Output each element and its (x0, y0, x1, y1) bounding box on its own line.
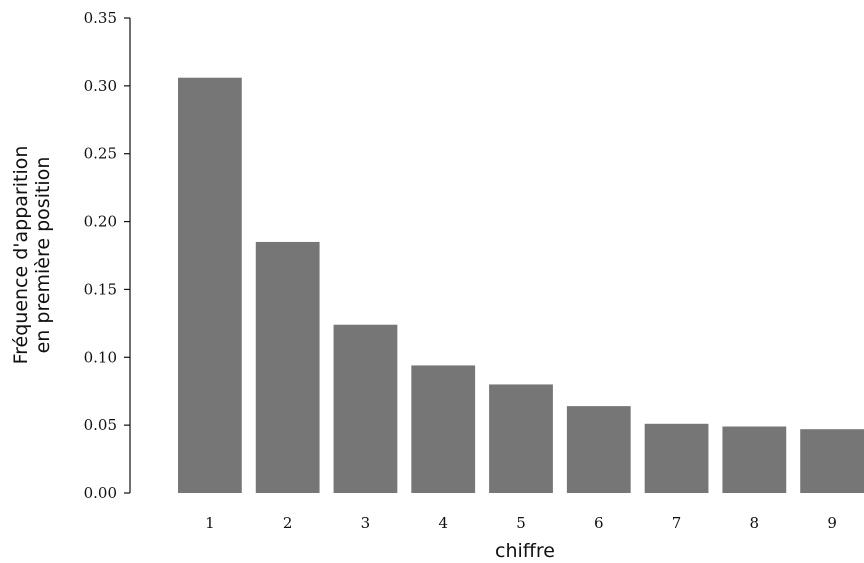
x-axis-title: chiffre (495, 540, 555, 562)
y-tick-label: 0.05 (84, 416, 117, 434)
y-tick-label: 0.25 (84, 145, 117, 163)
y-tick-label: 0.15 (84, 280, 117, 298)
y-tick-label: 0.10 (84, 348, 117, 366)
bar-4 (411, 365, 476, 493)
bar-9 (800, 429, 864, 493)
bar-8 (722, 426, 787, 493)
x-tick-label: 2 (283, 514, 293, 532)
x-tick-label: 7 (672, 514, 682, 532)
x-ticks-group: 1 2 3 4 5 6 7 8 9 (205, 514, 837, 532)
x-tick-label: 3 (361, 514, 371, 532)
y-tick-label: 0.35 (84, 9, 117, 27)
bar-1 (178, 77, 242, 494)
y-ticks-group: 0.00 0.05 0.10 0.15 0.20 0.25 0.30 0.35 (84, 9, 130, 502)
x-tick-label: 1 (205, 514, 215, 532)
bar-2 (255, 241, 320, 493)
bar-5 (489, 384, 553, 493)
y-tick-label: 0.20 (84, 213, 117, 231)
y-axis-title: Fréquence d'apparition en première posit… (10, 146, 54, 365)
y-tick-label: 0.30 (84, 77, 117, 95)
x-tick-label: 5 (516, 514, 526, 532)
y-tick-label: 0.00 (84, 484, 117, 502)
x-tick-label: 4 (438, 514, 448, 532)
bars-group (178, 77, 864, 494)
y-axis-title-line-2: en première position (32, 157, 54, 354)
bar-6 (566, 406, 631, 493)
x-tick-label: 8 (750, 514, 760, 532)
x-tick-label: 9 (827, 514, 837, 532)
x-tick-label: 6 (594, 514, 604, 532)
y-axis-title-line-1: Fréquence d'apparition (10, 146, 32, 365)
bar-7 (644, 423, 709, 493)
bar-3 (333, 324, 398, 493)
